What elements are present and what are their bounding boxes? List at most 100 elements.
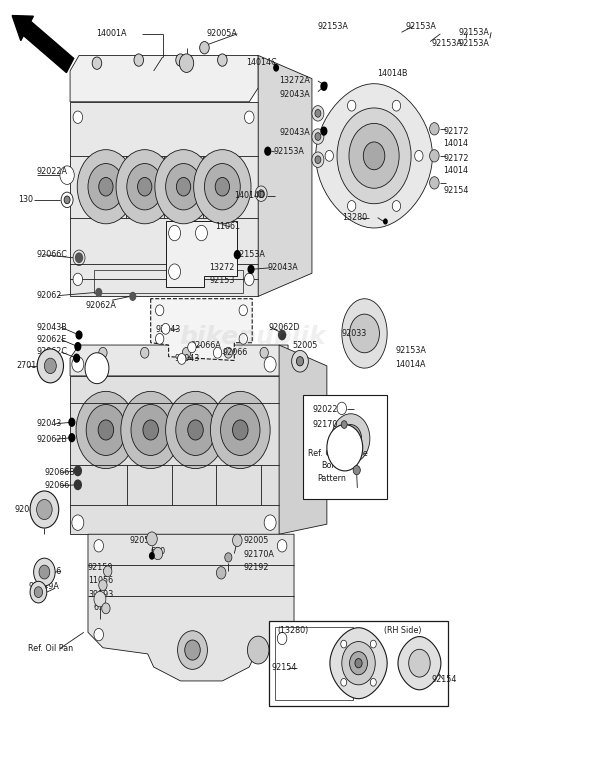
Circle shape — [341, 678, 347, 686]
Text: 92153A: 92153A — [318, 22, 349, 30]
Text: 92043A: 92043A — [279, 128, 310, 137]
Circle shape — [74, 342, 82, 351]
Polygon shape — [70, 376, 279, 534]
Polygon shape — [330, 628, 387, 699]
Circle shape — [383, 219, 388, 225]
Text: 92153A: 92153A — [405, 22, 436, 30]
Circle shape — [116, 150, 173, 224]
Text: 92150: 92150 — [88, 563, 113, 572]
Text: 92153A: 92153A — [458, 40, 489, 48]
Text: 27010: 27010 — [16, 361, 41, 370]
Circle shape — [44, 358, 56, 374]
Circle shape — [179, 54, 194, 72]
Circle shape — [85, 353, 109, 384]
Circle shape — [137, 177, 152, 196]
Circle shape — [196, 226, 208, 241]
Circle shape — [244, 274, 254, 285]
Circle shape — [273, 64, 279, 71]
FancyArrow shape — [12, 16, 74, 73]
Polygon shape — [258, 56, 312, 296]
Circle shape — [409, 649, 430, 677]
Circle shape — [68, 433, 76, 443]
Text: 92172: 92172 — [443, 126, 469, 136]
Text: 92154: 92154 — [431, 675, 457, 684]
Circle shape — [255, 186, 267, 202]
Text: 92043A: 92043A — [279, 90, 310, 98]
Text: Ref. Crankcase: Ref. Crankcase — [308, 449, 368, 458]
Circle shape — [211, 391, 270, 469]
Circle shape — [166, 164, 202, 210]
Polygon shape — [166, 222, 237, 287]
Text: 92022A: 92022A — [36, 167, 67, 176]
Text: 11056: 11056 — [88, 576, 113, 585]
Bar — [329, 395, 373, 482]
Circle shape — [169, 264, 181, 280]
Circle shape — [337, 108, 411, 204]
Circle shape — [392, 100, 401, 111]
Text: A: A — [94, 363, 100, 373]
Circle shape — [327, 425, 363, 471]
Circle shape — [244, 111, 254, 123]
Text: 670: 670 — [151, 547, 166, 556]
Text: 92153: 92153 — [209, 277, 235, 285]
Circle shape — [127, 164, 163, 210]
Circle shape — [355, 659, 362, 668]
Text: 92153A: 92153A — [235, 250, 265, 259]
Circle shape — [277, 539, 287, 552]
Circle shape — [155, 150, 212, 224]
Circle shape — [225, 553, 232, 562]
Text: 92049: 92049 — [14, 505, 40, 514]
Text: 14014: 14014 — [443, 166, 469, 175]
Circle shape — [312, 129, 324, 144]
Circle shape — [140, 347, 149, 358]
Text: 92022: 92022 — [313, 405, 338, 414]
Circle shape — [217, 567, 226, 579]
Circle shape — [146, 532, 157, 546]
Circle shape — [312, 105, 324, 121]
Text: 92043A: 92043A — [267, 264, 298, 272]
Circle shape — [320, 81, 328, 91]
Circle shape — [320, 126, 328, 136]
Circle shape — [176, 177, 191, 196]
Circle shape — [178, 631, 208, 670]
Circle shape — [99, 347, 107, 358]
Text: 92043: 92043 — [175, 354, 200, 363]
Text: 92005: 92005 — [243, 536, 269, 545]
Text: 92043: 92043 — [155, 325, 181, 334]
Circle shape — [247, 636, 269, 664]
Circle shape — [347, 100, 356, 111]
Text: 92033: 92033 — [342, 329, 367, 338]
Circle shape — [342, 642, 375, 685]
Circle shape — [76, 391, 136, 469]
Circle shape — [258, 190, 264, 198]
Text: 14014D: 14014D — [235, 191, 265, 201]
Circle shape — [149, 552, 155, 560]
Text: 14014A: 14014A — [395, 360, 426, 369]
Circle shape — [239, 333, 247, 344]
Circle shape — [312, 152, 324, 167]
Circle shape — [234, 250, 241, 260]
Text: Ref. Oil Pan: Ref. Oil Pan — [28, 644, 73, 653]
Circle shape — [73, 111, 83, 123]
Circle shape — [94, 539, 104, 552]
Text: 92046: 92046 — [36, 567, 61, 576]
Circle shape — [370, 678, 376, 686]
Circle shape — [264, 356, 276, 372]
Text: 14014: 14014 — [443, 139, 469, 148]
Circle shape — [315, 156, 321, 164]
Circle shape — [430, 150, 439, 162]
Circle shape — [99, 580, 107, 591]
Text: 92170: 92170 — [313, 420, 338, 429]
Circle shape — [221, 405, 260, 456]
Circle shape — [34, 587, 43, 598]
Circle shape — [247, 265, 254, 274]
Circle shape — [188, 342, 196, 353]
Text: 92153A: 92153A — [431, 40, 462, 48]
Circle shape — [72, 515, 84, 530]
Circle shape — [72, 356, 84, 372]
Circle shape — [323, 81, 328, 88]
Circle shape — [278, 329, 286, 340]
Polygon shape — [88, 534, 294, 681]
Text: 13280: 13280 — [342, 213, 367, 222]
Circle shape — [349, 123, 399, 188]
